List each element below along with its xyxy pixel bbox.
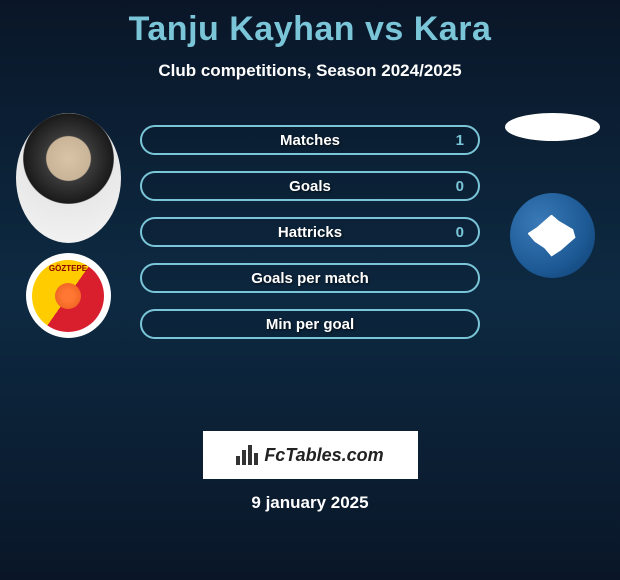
stat-label: Min per goal [266,316,354,333]
ball-icon [55,283,81,309]
branding-banner: FcTables.com [203,431,418,479]
bar-chart-icon [236,445,258,465]
stat-value-right: 0 [456,178,464,195]
player-photo-left [16,113,121,243]
branding-text: FcTables.com [264,445,383,466]
goztepe-badge-icon: GÖZTEPE [32,260,104,332]
stat-bar-goals-per-match: Goals per match [140,263,480,293]
goztepe-badge-text: GÖZTEPE [49,264,87,273]
comparison-content: GÖZTEPE Matches 1 Goals 0 Hattricks 0 Go… [0,113,620,413]
eagle-icon [525,211,580,261]
season-subtitle: Club competitions, Season 2024/2025 [0,61,620,81]
stat-label: Hattricks [278,224,342,241]
stat-bar-goals: Goals 0 [140,171,480,201]
stats-bars: Matches 1 Goals 0 Hattricks 0 Goals per … [140,113,480,339]
stat-bar-min-per-goal: Min per goal [140,309,480,339]
left-player-column: GÖZTEPE [8,113,128,338]
stat-label: Goals per match [251,270,369,287]
player-photo-right-placeholder [505,113,600,141]
club-logo-right [510,193,595,278]
snapshot-date: 9 january 2025 [0,493,620,513]
right-player-column [492,113,612,278]
stat-bar-matches: Matches 1 [140,125,480,155]
stat-value-right: 1 [456,132,464,149]
stat-label: Matches [280,132,340,149]
stat-bar-hattricks: Hattricks 0 [140,217,480,247]
stat-value-right: 0 [456,224,464,241]
club-logo-left: GÖZTEPE [26,253,111,338]
stat-label: Goals [289,178,331,195]
comparison-title: Tanju Kayhan vs Kara [0,0,620,49]
